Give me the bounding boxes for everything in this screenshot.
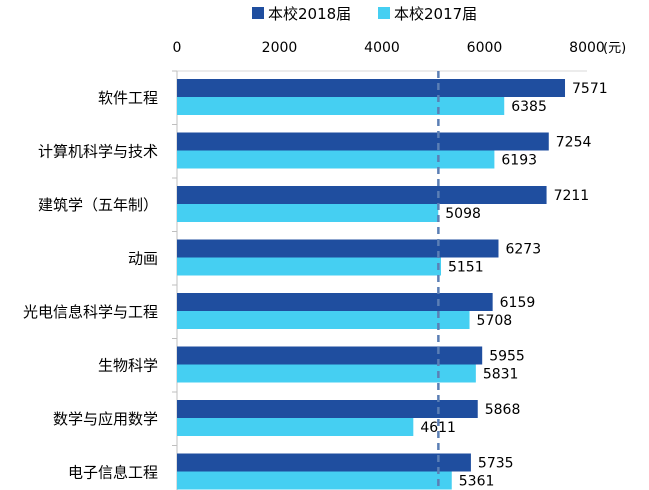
bar-2018 — [177, 400, 478, 418]
bar-2018 — [177, 239, 499, 258]
legend-swatch-2018 — [252, 7, 264, 19]
bar-2018 — [177, 79, 566, 97]
legend: 本校2018届 本校2017届 — [252, 5, 477, 23]
value-label-2017: 5098 — [445, 206, 481, 222]
bar-2017 — [177, 311, 470, 329]
category-label: 建筑学（五年制） — [38, 196, 158, 214]
category-label: 光电信息科学与工程 — [23, 303, 158, 321]
bar-2017 — [177, 97, 505, 115]
value-label-2018: 7254 — [556, 135, 592, 151]
x-axis-unit: (元) — [603, 41, 626, 56]
bar-2017 — [177, 418, 414, 436]
legend-label-2018: 本校2018届 — [268, 5, 351, 23]
bar-2017 — [177, 204, 439, 222]
value-label-2017: 6385 — [511, 99, 547, 115]
x-tick-label: 0 — [173, 40, 182, 56]
value-label-2017: 5151 — [448, 260, 484, 276]
legend-label-2017: 本校2017届 — [394, 5, 477, 23]
value-label-2017: 4611 — [420, 420, 456, 436]
x-tick-label: 4000 — [364, 40, 400, 56]
bars — [177, 79, 566, 490]
legend-swatch-2017 — [378, 7, 390, 19]
bar-2017 — [177, 471, 452, 490]
value-label-2017: 6193 — [501, 153, 537, 169]
value-label-2017: 5831 — [483, 367, 519, 383]
value-label-2018: 6273 — [505, 242, 541, 258]
x-axis-ticks: 0 2000 4000 6000 8000 — [173, 40, 605, 56]
bar-2017 — [177, 257, 441, 276]
value-label-2018: 7211 — [554, 188, 590, 204]
bar-2017 — [177, 150, 495, 169]
value-label-2018: 5868 — [485, 402, 521, 418]
bar-2018 — [177, 453, 471, 472]
value-label-2018: 6159 — [500, 295, 536, 311]
category-label: 电子信息工程 — [68, 463, 158, 481]
category-label: 计算机科学与技术 — [38, 142, 158, 160]
x-tick-label: 8000 — [569, 40, 605, 56]
category-label: 数学与应用数学 — [53, 410, 158, 428]
data-labels: 7571 6385 7254 6193 7211 5098 6273 5151 6159 5708… — [420, 81, 607, 490]
category-label: 生物科学 — [98, 356, 158, 374]
bar-2017 — [177, 364, 476, 383]
category-label: 软件工程 — [98, 89, 158, 107]
bar-2018 — [177, 132, 549, 151]
value-label-2018: 7571 — [572, 81, 608, 97]
value-label-2018: 5955 — [489, 349, 525, 365]
bar-2018 — [177, 346, 483, 365]
bar-2018 — [177, 186, 547, 204]
bar-2018 — [177, 293, 493, 311]
value-label-2017: 5708 — [477, 313, 513, 329]
value-label-2018: 5735 — [478, 456, 514, 472]
x-tick-label: 6000 — [467, 40, 503, 56]
category-label: 动画 — [128, 249, 158, 267]
value-label-2017: 5361 — [459, 474, 495, 490]
x-tick-label: 2000 — [262, 40, 298, 56]
